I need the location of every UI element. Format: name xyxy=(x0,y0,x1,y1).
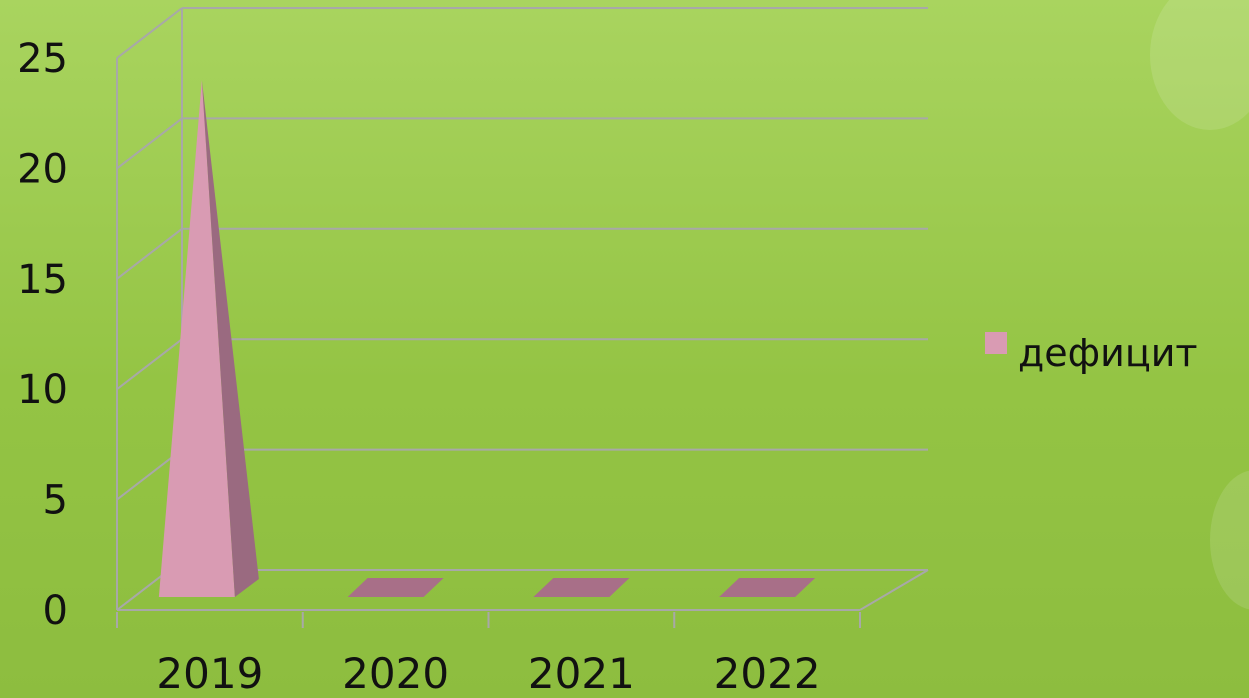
x-tick-label-2021: 2021 xyxy=(528,649,635,698)
y-tick-label: 20 xyxy=(17,146,68,192)
legend: дефицит xyxy=(985,331,1198,375)
axis-layer: 0 5 10 15 20 25 2019 2020 2021 2022 xyxy=(17,8,861,698)
floor-right-edge xyxy=(859,569,929,611)
side-gridline-10 xyxy=(116,338,183,390)
bar-2021-flat xyxy=(533,578,630,597)
x-tick-label-2022: 2022 xyxy=(714,649,821,698)
x-tick-label-2020: 2020 xyxy=(342,649,449,698)
y-tick-label: 0 xyxy=(43,588,68,634)
x-tick-label-2019: 2019 xyxy=(156,649,263,698)
bar-2022-flat xyxy=(719,578,816,597)
y-tick-label: 10 xyxy=(17,367,68,413)
grid-layer xyxy=(116,7,929,611)
legend-swatch xyxy=(985,332,1007,354)
y-tick-label: 5 xyxy=(43,478,68,524)
bar-2019-front xyxy=(158,80,235,597)
legend-label-deficit: дефицит xyxy=(1018,331,1198,375)
bar-2019-side xyxy=(201,80,259,597)
side-gridline-25 xyxy=(116,7,183,59)
side-gridline-20 xyxy=(116,117,183,170)
y-tick-label: 25 xyxy=(17,36,68,82)
marks-layer xyxy=(158,80,816,597)
y-tick-label: 15 xyxy=(17,257,68,303)
bar-2020-flat xyxy=(347,578,444,597)
side-gridline-15 xyxy=(116,228,183,280)
